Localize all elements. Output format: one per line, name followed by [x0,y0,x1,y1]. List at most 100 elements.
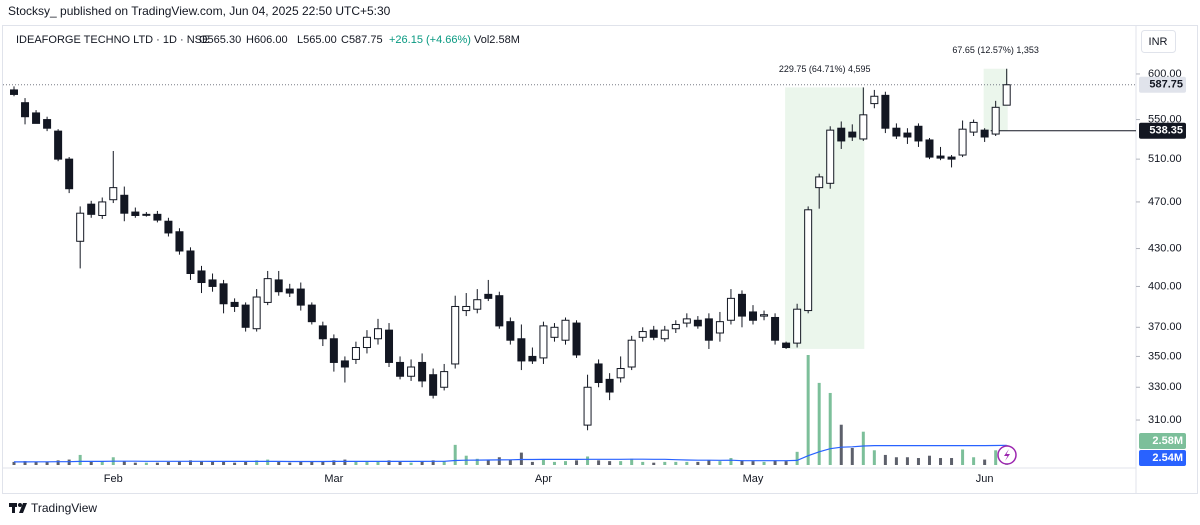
candle-body [351,347,360,360]
volume-bar [674,461,678,465]
candle-body [594,363,603,384]
volume-bar [486,460,490,465]
volume-bar [56,460,60,465]
axis-label: 538.35 [1149,125,1183,137]
chart-frame [2,25,1198,494]
volume-bar [817,382,821,465]
y-tick-label: 310.00 [1148,414,1182,426]
volume-bar [144,462,148,465]
candle-body [473,299,482,310]
candle-body [241,304,250,328]
volume-bar [972,457,976,465]
candle-body [980,129,989,138]
volume-bar [806,355,810,465]
y-tick-label: 550.00 [1148,113,1182,125]
volume-bar [751,461,755,465]
candle-body [826,129,835,184]
candle-body [793,308,802,344]
range-box [785,87,865,349]
y-tick-label: 430.00 [1148,242,1182,254]
currency[interactable]: INR [1149,36,1168,48]
candle-body [517,338,526,362]
candle-body [76,212,85,242]
candle-body [892,127,901,137]
candle-body [307,304,316,323]
candle-body [462,305,471,312]
volume-bar [729,458,733,465]
volume-bar [288,462,292,465]
volume-bar [332,460,336,465]
currency-button[interactable] [1141,30,1176,53]
candle-body [760,314,769,317]
volume-bar [939,458,943,465]
volume-bar [200,461,204,465]
candle-body [87,203,96,215]
y-tick-label: 400.00 [1148,280,1182,292]
volume-bar [994,450,998,465]
volume-bar [188,460,192,465]
volume-bar [586,456,590,465]
volume-bar [321,461,325,465]
candle-body [21,102,30,118]
brand: TradingView [31,501,97,515]
volume-bar [850,447,854,465]
y-tick-label: 470.00 [1148,196,1182,208]
publisher: Stocksy_ published on TradingView.com, J… [8,4,391,18]
candle-body [539,325,548,359]
volume-bar [839,424,843,465]
volume-bar [718,461,722,465]
candle-body [605,378,614,393]
candle-body [373,328,382,340]
legend-high: H606.00 [246,34,288,46]
volume-bar [883,454,887,465]
candle-body [649,329,658,338]
candle-body [638,331,647,338]
volume-bar [387,460,391,465]
axis-label: 2.58M [1152,435,1183,447]
volume-bar [530,461,534,465]
volume-bar [950,458,954,465]
candle-body [407,366,416,377]
candle-body [969,121,978,133]
candle-body [131,211,140,216]
axis-label-box [1139,76,1186,93]
candle-body [120,194,129,214]
candle-body [484,293,493,299]
y-tick-label: 330.00 [1148,381,1182,393]
volume-bar [45,461,49,465]
legend-close: C587.75 [341,34,383,46]
candle-body [208,279,217,287]
volume-bar [166,461,170,465]
volume-bar [266,459,270,465]
candle-body [175,231,184,252]
candle-body [274,279,283,293]
volume-bar [23,461,27,465]
candle-body [671,323,680,330]
volume-bar [894,457,898,465]
candle-body [506,321,515,341]
volume-bar [78,454,82,465]
volume-bar [762,461,766,465]
candle-body [726,297,735,321]
candle-body [848,131,857,138]
candle-body [583,386,592,426]
candle-body [837,127,846,142]
volume-bar [255,460,259,465]
candle-body [660,329,669,340]
candle-body [429,374,438,396]
alert-icon[interactable] [997,445,1017,465]
volume-bar [630,458,634,465]
candle-body [153,213,162,221]
candle-body [362,336,371,349]
volume-bar [376,461,380,465]
legend-volume: Vol2.58M [474,34,520,46]
axis-label-box [1139,450,1186,466]
volume-bar [354,461,358,465]
axis-label: 2.54M [1152,452,1183,464]
volume-bar [905,457,909,465]
volume-bar [961,449,965,465]
candle-body [164,220,173,234]
legend-open: O565.30 [199,34,241,46]
